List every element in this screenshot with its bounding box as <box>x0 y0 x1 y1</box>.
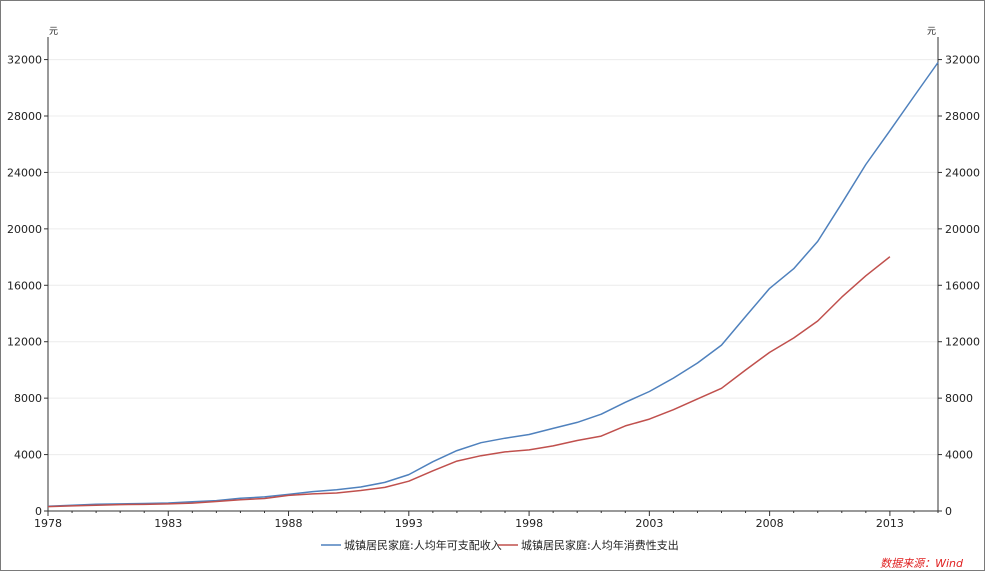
left-y-tick-label: 8000 <box>14 392 42 405</box>
right-y-tick-label: 20000 <box>945 223 980 236</box>
left-y-tick-label: 4000 <box>14 449 42 462</box>
x-tick-label: 1998 <box>515 517 543 530</box>
x-tick-label: 1983 <box>154 517 182 530</box>
right-y-tick-label: 16000 <box>945 279 980 292</box>
axes: 元 元 <box>47 27 939 512</box>
gridlines <box>48 59 938 456</box>
right-y-tick-label: 32000 <box>945 54 980 67</box>
data-source-note: 数据来源：Wind <box>880 557 964 570</box>
right-y-tick-label: 12000 <box>945 336 980 349</box>
x-tick-label: 2013 <box>876 517 904 530</box>
left-y-tick-label: 0 <box>35 505 42 518</box>
right-y-tick-label: 0 <box>945 505 952 518</box>
tick-marks-and-labels: 0 0 4000 4000 8000 8000 12000 12000 16000 16000 20… <box>7 54 980 530</box>
series-lines <box>47 62 939 508</box>
expenditure-line <box>47 256 891 508</box>
left-y-unit: 元 <box>49 27 58 37</box>
x-tick-label: 1988 <box>275 517 303 530</box>
x-tick-label: 1993 <box>395 517 423 530</box>
x-tick-label: 2008 <box>756 517 784 530</box>
legend-label-expenditure: 城镇居民家庭:人均年消费性支出 <box>521 538 679 552</box>
right-y-tick-label: 28000 <box>945 110 980 123</box>
right-y-tick-label: 8000 <box>945 392 973 405</box>
legend-label-income: 城镇居民家庭:人均年可支配收入 <box>344 538 502 552</box>
x-tick-label: 2003 <box>635 517 663 530</box>
left-y-tick-label: 24000 <box>7 166 42 179</box>
left-y-tick-label: 16000 <box>7 279 42 292</box>
left-y-tick-label: 20000 <box>7 223 42 236</box>
left-y-tick-label: 32000 <box>7 54 42 67</box>
income-line <box>47 62 939 507</box>
right-y-tick-label: 24000 <box>945 166 980 179</box>
left-y-tick-label: 12000 <box>7 336 42 349</box>
legend: 城镇居民家庭:人均年可支配收入 城镇居民家庭:人均年消费性支出 <box>321 538 679 552</box>
right-y-unit: 元 <box>927 27 936 37</box>
left-y-tick-label: 28000 <box>7 110 42 123</box>
right-y-tick-label: 4000 <box>945 449 973 462</box>
x-tick-label: 1978 <box>34 517 62 530</box>
